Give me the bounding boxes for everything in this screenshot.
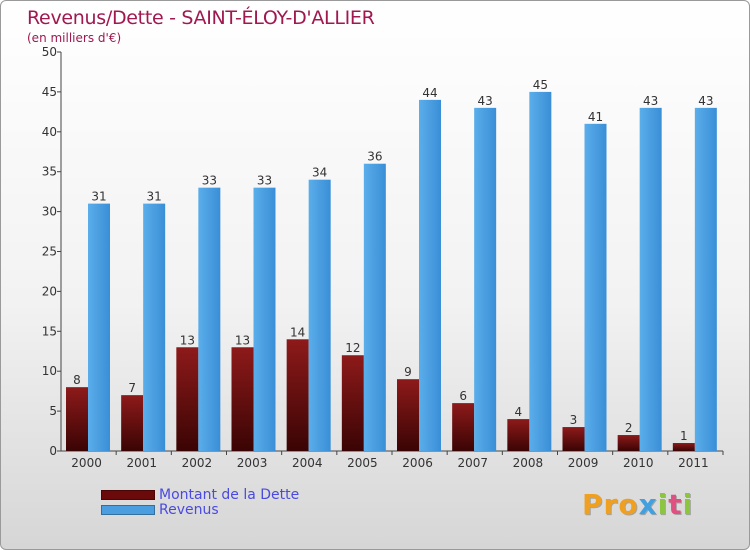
bar-revenue xyxy=(363,163,386,451)
data-label-revenue: 43 xyxy=(643,94,658,108)
data-label-revenue: 45 xyxy=(533,78,548,92)
bar-debt xyxy=(397,379,419,451)
bar-revenue xyxy=(639,107,662,452)
bar-revenue xyxy=(88,203,110,451)
data-label-debt: 7 xyxy=(128,381,136,395)
bar-revenue xyxy=(529,91,552,452)
legend: Montant de la Dette Revenus xyxy=(101,486,300,518)
x-tick-label: 2007 xyxy=(457,456,488,470)
legend-label-debt: Montant de la Dette xyxy=(159,486,300,503)
logo-letter: i xyxy=(682,488,694,521)
bar-debt xyxy=(341,355,364,451)
x-tick-label: 2011 xyxy=(678,456,709,470)
x-tick-label: 2003 xyxy=(237,456,268,470)
x-tick-label: 2000 xyxy=(71,456,102,470)
y-tick-label: 10 xyxy=(42,364,57,378)
proxiti-logo: Proxiti xyxy=(582,488,693,521)
legend-label-revenue: Revenus xyxy=(159,501,219,518)
bar-debt xyxy=(617,435,640,451)
bar-revenue xyxy=(143,203,166,451)
y-tick-label: 30 xyxy=(42,205,57,219)
x-tick-label: 2005 xyxy=(347,456,378,470)
data-label-debt: 1 xyxy=(680,429,688,443)
legend-swatch-revenue xyxy=(101,504,155,515)
legend-swatch-debt xyxy=(101,489,155,500)
logo-letter: o xyxy=(618,488,639,521)
y-tick-label: 35 xyxy=(42,165,57,179)
bar-debt xyxy=(231,347,254,451)
bar-debt xyxy=(507,419,530,451)
bar-revenue xyxy=(694,107,717,452)
y-tick-label: 0 xyxy=(49,444,57,458)
data-label-debt: 9 xyxy=(404,365,412,379)
bar-revenue xyxy=(308,179,331,451)
data-label-debt: 13 xyxy=(235,333,250,347)
chart-title: Revenus/Dette - SAINT-ÉLOY-D'ALLIER xyxy=(27,7,375,29)
logo-letter: P xyxy=(582,488,604,521)
data-label-revenue: 43 xyxy=(698,94,713,108)
bar-debt xyxy=(66,387,88,451)
data-label-revenue: 43 xyxy=(478,94,493,108)
chart-subtitle: (en milliers d'€) xyxy=(27,31,122,45)
data-label-debt: 14 xyxy=(290,325,305,339)
logo-letter: x xyxy=(638,488,658,521)
data-label-revenue: 33 xyxy=(257,174,272,188)
x-tick-label: 2010 xyxy=(623,456,654,470)
bar-debt xyxy=(672,443,695,451)
y-tick-label: 20 xyxy=(42,284,57,298)
bar-debt xyxy=(176,347,199,451)
data-label-debt: 3 xyxy=(570,413,578,427)
legend-item-debt: Montant de la Dette xyxy=(101,486,300,503)
data-label-debt: 6 xyxy=(459,389,467,403)
logo-letter: t xyxy=(668,488,683,521)
data-label-revenue: 44 xyxy=(422,86,437,100)
bar-debt xyxy=(452,403,475,451)
x-tick-label: 2008 xyxy=(513,456,544,470)
data-label-debt: 13 xyxy=(180,333,195,347)
x-tick-label: 2009 xyxy=(568,456,599,470)
legend-item-revenue: Revenus xyxy=(101,501,299,518)
y-tick-label: 25 xyxy=(42,245,57,259)
data-label-revenue: 33 xyxy=(202,174,217,188)
bar-revenue xyxy=(584,123,607,451)
y-tick-label: 40 xyxy=(42,125,57,139)
logo-letter: i xyxy=(657,488,669,521)
bar-revenue xyxy=(474,107,497,452)
bar-revenue xyxy=(253,187,276,451)
y-tick-label: 5 xyxy=(49,404,57,418)
data-label-revenue: 41 xyxy=(588,110,603,124)
bar-debt xyxy=(286,339,309,451)
y-tick-label: 45 xyxy=(42,85,57,99)
data-label-revenue: 31 xyxy=(91,190,106,204)
data-label-revenue: 31 xyxy=(147,190,162,204)
x-tick-label: 2004 xyxy=(292,456,323,470)
data-label-debt: 8 xyxy=(73,373,81,387)
y-tick-label: 15 xyxy=(42,324,57,338)
data-label-debt: 4 xyxy=(515,405,523,419)
logo-letter: r xyxy=(603,488,619,521)
data-label-revenue: 36 xyxy=(367,150,382,164)
bar-debt xyxy=(121,395,144,451)
x-tick-label: 2001 xyxy=(126,456,157,470)
data-label-debt: 12 xyxy=(345,341,360,355)
x-tick-label: 2006 xyxy=(402,456,433,470)
x-tick-label: 2002 xyxy=(182,456,213,470)
bar-revenue xyxy=(419,99,441,451)
data-label-revenue: 34 xyxy=(312,166,327,180)
bar-revenue xyxy=(198,187,221,451)
data-label-debt: 2 xyxy=(625,421,633,435)
y-tick-label: 50 xyxy=(42,45,57,59)
bar-debt xyxy=(562,427,585,451)
